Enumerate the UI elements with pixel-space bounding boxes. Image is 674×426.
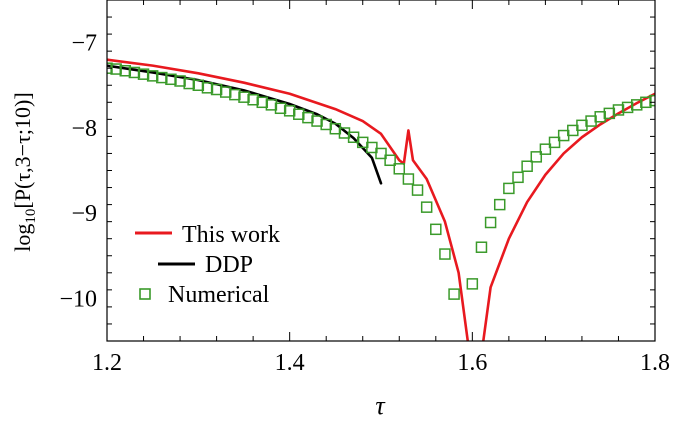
legend-item-numerical: Numerical <box>139 282 270 308</box>
data-point-numerical-48 <box>548 136 561 149</box>
x-tick-label: 1.8 <box>640 350 670 376</box>
data-point-numerical-43 <box>503 182 515 195</box>
data-point-numerical-4 <box>137 68 150 80</box>
series-layer <box>107 58 655 341</box>
plot-area <box>107 58 655 341</box>
data-point-numerical-45 <box>521 160 533 172</box>
legend-label-numerical: Numerical <box>168 282 270 308</box>
data-point-numerical-37 <box>439 248 451 260</box>
data-point-numerical-41 <box>484 216 497 229</box>
data-point-numerical-14 <box>229 88 241 101</box>
data-point-numerical-32 <box>393 163 406 175</box>
legend-label-this-work: This work <box>182 222 280 248</box>
data-point-numerical-19 <box>274 102 287 115</box>
legend-item-this-work: This work <box>135 222 280 248</box>
axes: 1.2 1.4 1.6 1.8 −7 −8 −9 −10 <box>59 0 670 376</box>
y-axis-label: log10[P(τ,3−τ;10)] <box>10 92 39 251</box>
data-point-numerical-33 <box>402 173 415 185</box>
data-point-numerical-5 <box>146 70 159 82</box>
data-point-numerical-54 <box>603 107 616 120</box>
data-point-numerical-6 <box>156 71 168 84</box>
data-point-numerical-47 <box>539 143 552 155</box>
legend-label-ddp: DDP <box>205 252 253 278</box>
data-point-numerical-15 <box>238 91 250 103</box>
data-point-numerical-57 <box>630 99 643 111</box>
data-point-numerical-21 <box>293 108 305 120</box>
y-tick-label: −9 <box>71 201 97 227</box>
data-point-numerical-22 <box>302 111 314 124</box>
series-line-this-work-0 <box>107 58 470 341</box>
series-line-this-work-1 <box>481 92 655 341</box>
data-point-numerical-8 <box>174 75 186 87</box>
x-tick-label: 1.2 <box>92 350 122 376</box>
data-point-numerical-56 <box>621 101 634 114</box>
data-point-numerical-13 <box>219 86 232 98</box>
data-point-numerical-9 <box>183 77 195 90</box>
data-point-numerical-1 <box>110 63 122 75</box>
data-point-numerical-36 <box>430 223 442 236</box>
data-point-numerical-38 <box>448 288 460 300</box>
y-tick-label: −8 <box>71 116 97 142</box>
y-tick-label: −7 <box>71 31 97 57</box>
data-point-numerical-18 <box>265 99 278 111</box>
data-point-numerical-31 <box>384 154 396 167</box>
x-tick-label: 1.4 <box>275 350 305 376</box>
x-axis-label: τ <box>375 391 386 420</box>
data-point-numerical-55 <box>612 104 625 116</box>
legend-item-ddp: DDP <box>158 252 253 278</box>
data-point-numerical-20 <box>283 105 296 117</box>
data-point-numerical-7 <box>165 73 177 86</box>
data-point-numerical-30 <box>375 147 387 160</box>
data-point-numerical-17 <box>256 96 269 109</box>
data-point-numerical-39 <box>466 278 479 290</box>
data-point-numerical-46 <box>530 151 543 163</box>
y-tick-label: −10 <box>59 286 97 312</box>
data-point-numerical-16 <box>247 93 259 106</box>
data-point-numerical-3 <box>128 66 141 79</box>
data-point-numerical-34 <box>411 184 424 196</box>
legend-swatch-numerical <box>139 288 151 300</box>
data-point-numerical-10 <box>192 79 205 91</box>
y-axis-label-prefix: log <box>10 224 35 252</box>
x-tick-label: 1.6 <box>457 350 487 376</box>
data-point-numerical-29 <box>366 141 378 154</box>
data-point-numerical-42 <box>493 198 506 211</box>
data-point-numerical-44 <box>512 171 524 184</box>
legend: This work DDP Numerical <box>135 222 280 308</box>
data-point-numerical-11 <box>201 82 214 94</box>
y-axis-label-suffix: [P(τ,3−τ;10)] <box>10 92 35 208</box>
data-point-numerical-40 <box>475 241 488 253</box>
data-point-numerical-12 <box>210 83 223 96</box>
data-point-numerical-59 <box>649 94 655 107</box>
data-point-numerical-53 <box>594 111 606 123</box>
y-axis-label-subscript: 10 <box>23 209 39 224</box>
data-point-numerical-35 <box>420 201 433 213</box>
data-point-numerical-23 <box>311 115 323 127</box>
data-point-numerical-2 <box>119 65 132 77</box>
